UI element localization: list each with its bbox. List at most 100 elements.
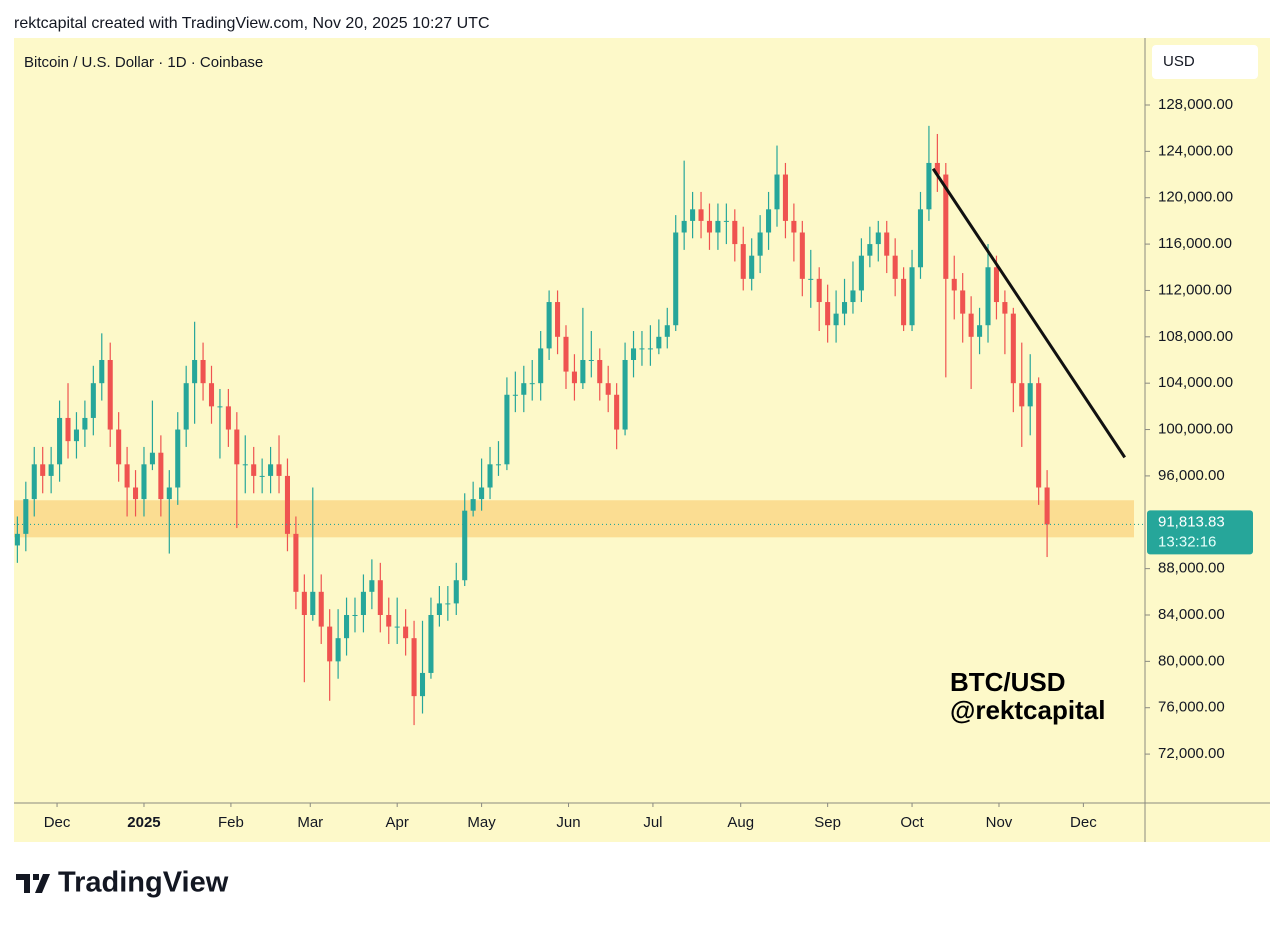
candle-body [605,383,611,395]
candle-body [141,464,147,500]
candle-body [192,359,198,384]
candle-body [133,487,139,500]
y-tick-label: 100,000.00 [1158,421,1233,438]
candle-body [723,220,729,222]
candle-body [495,464,502,466]
candle-body [445,603,451,605]
annotation: BTC/USD [950,667,1066,697]
candle-body [310,591,316,615]
candle-body [1002,302,1008,314]
candle-body [175,429,181,488]
x-tick-label: Jul [643,814,662,831]
candle-body [858,255,864,291]
candle-body [327,626,333,662]
y-tick-label: 96,000.00 [1158,467,1225,484]
candle-body [850,290,856,303]
countdown: 13:32:16 [1158,533,1216,550]
candle-body [166,487,172,500]
candle-body [369,580,375,592]
candle-body [706,220,713,233]
candle-body [251,464,257,476]
candle-body [934,162,940,175]
candle-body [116,429,122,465]
candle-body [1019,383,1025,407]
candle-body [403,626,409,639]
candle-body [57,417,63,465]
y-tick-label: 124,000.00 [1158,142,1233,159]
y-tick-label: 112,000.00 [1158,281,1232,298]
currency: USD [1163,53,1195,70]
candle-body [149,452,155,465]
candle-body [259,475,265,477]
candle-body [462,510,468,581]
candle-body [816,278,822,303]
candle-body [411,638,417,697]
candle-body [985,267,991,326]
candle-body [335,638,341,662]
candle-body [841,302,848,314]
x-tick-label: Jun [556,814,580,831]
candle-body [82,417,88,430]
candle-body [99,359,105,384]
candle-body [1044,487,1050,525]
candle-body [740,244,746,279]
currency-box [1152,45,1258,79]
candle-body [951,278,957,291]
candle-body [909,267,915,326]
candle-body [647,348,653,350]
candle-body [875,232,881,245]
candle-body [546,302,552,349]
candle-body [555,302,561,337]
candle-body [242,464,248,466]
candle-body [234,429,240,465]
candle-body [428,614,434,673]
y-tick-label: 76,000.00 [1158,699,1225,716]
y-tick-label: 72,000.00 [1158,745,1225,762]
candle-body [31,464,37,500]
candle-body [563,336,569,372]
annotation: @rektcapital [950,695,1105,725]
candle-body [158,452,164,500]
candle-body [926,162,932,210]
y-tick-label: 128,000.00 [1158,96,1233,113]
candle-body [276,464,282,476]
y-tick-label: 84,000.00 [1158,606,1225,623]
candle-body [588,359,594,361]
candle-body [529,383,535,385]
logo-mark [16,874,50,893]
candle-body [917,209,924,268]
candle-body [208,383,215,407]
y-tick-label: 120,000.00 [1158,189,1233,206]
candle-body [833,313,839,326]
candle-body [766,209,772,233]
candle-body [301,591,307,615]
candle-body [993,267,999,303]
x-tick-label: Apr [386,814,409,831]
candle-body [799,232,805,279]
candle-body [656,336,662,349]
candle-body [884,232,890,256]
candle-body [977,325,983,337]
x-tick-label: May [467,814,496,831]
candle-body [419,672,426,697]
candle-body [436,603,442,615]
candle-body [960,290,966,314]
candle-body [284,475,290,534]
candle-body [293,533,299,592]
candle-body [23,499,29,534]
last-price-label: 91,813.83 [1158,513,1225,530]
logo: TradingView [16,867,229,899]
candle-body [681,220,687,233]
candle-body [107,359,113,430]
candle-body [14,533,20,546]
x-tick-label: Nov [986,814,1013,831]
candle-body [268,464,274,476]
y-tick-label: 108,000.00 [1158,328,1233,345]
header: rektcapital created with TradingView.com… [14,15,490,32]
candle-body [352,614,358,616]
candle-body [968,313,974,337]
candle-body [597,359,603,384]
candle-body [512,394,518,396]
candle-body [901,278,907,326]
